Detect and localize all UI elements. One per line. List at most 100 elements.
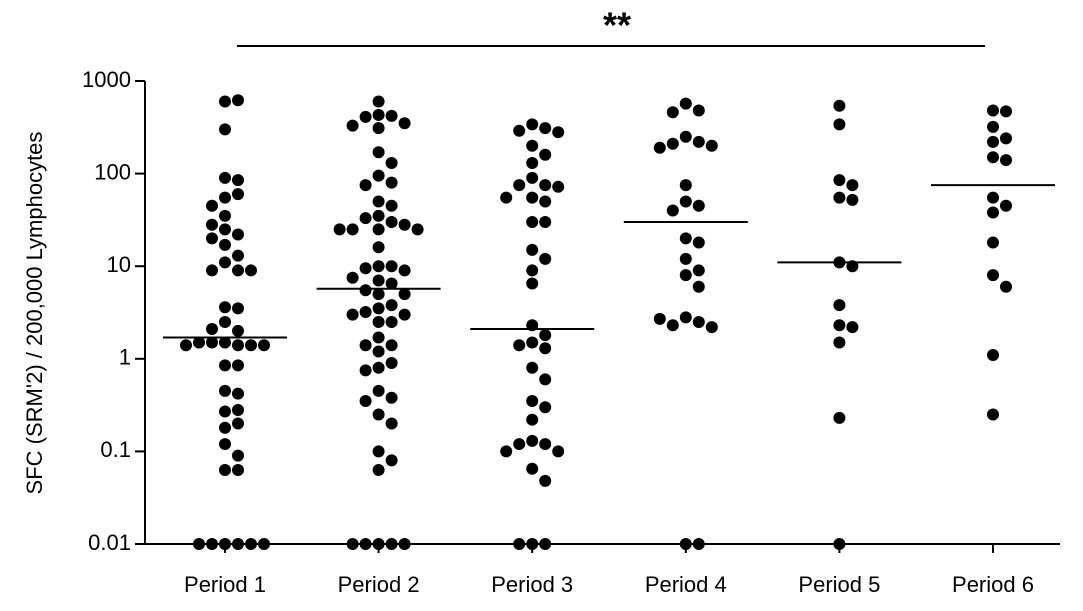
data-point [539, 329, 552, 342]
data-point [232, 94, 244, 107]
data-point [359, 538, 372, 550]
data-point [833, 191, 846, 204]
data-point [987, 408, 999, 421]
data-point [359, 212, 372, 225]
data-point [359, 364, 372, 377]
data-point [987, 269, 999, 282]
data-point [552, 126, 565, 139]
data-point [526, 336, 539, 349]
data-point [833, 99, 846, 112]
data-point [526, 434, 539, 447]
data-point [232, 359, 244, 372]
data-point [526, 139, 539, 152]
data-point [359, 262, 372, 275]
data-point [539, 252, 552, 265]
data-point [692, 104, 705, 117]
data-point [679, 538, 692, 550]
data-point [206, 232, 218, 245]
data-point [398, 288, 411, 301]
data-point [372, 361, 385, 374]
data-point [539, 342, 552, 355]
data-point [385, 454, 398, 467]
data-point [552, 445, 565, 458]
x-tick-label: Period 1 [184, 572, 266, 597]
data-point [359, 179, 372, 192]
data-point [385, 260, 398, 273]
data-point [372, 209, 385, 222]
data-point [219, 191, 231, 204]
data-point [193, 336, 205, 349]
data-point [372, 288, 385, 301]
data-point [232, 264, 244, 277]
data-point [206, 336, 218, 349]
data-point [526, 462, 539, 475]
data-point [232, 228, 244, 241]
data-point [987, 135, 999, 148]
data-point [513, 124, 526, 137]
data-point [346, 223, 359, 236]
data-point [692, 538, 705, 550]
data-point [1000, 132, 1012, 145]
data-point [206, 538, 218, 550]
data-point [398, 117, 411, 130]
data-point [219, 538, 231, 550]
data-point [385, 216, 398, 229]
data-point [987, 120, 999, 133]
data-point [219, 209, 231, 222]
y-tick-label: 0.1 [100, 437, 131, 462]
data-point [526, 395, 539, 408]
data-point [846, 179, 859, 192]
data-point [232, 302, 244, 315]
data-point [372, 463, 385, 476]
data-point [513, 179, 526, 192]
data-point [526, 264, 539, 277]
y-tick-label: 1 [119, 345, 131, 370]
data-point [987, 236, 999, 249]
data-point [398, 308, 411, 321]
data-point [372, 241, 385, 254]
data-point [372, 108, 385, 121]
data-point [692, 236, 705, 249]
data-point [219, 315, 231, 328]
data-point [679, 130, 692, 143]
data-point [411, 223, 424, 236]
data-point [372, 384, 385, 397]
data-point [346, 538, 359, 550]
data-point [846, 193, 859, 206]
data-point [666, 106, 679, 119]
data-point [232, 463, 244, 476]
data-point [987, 191, 999, 204]
data-point [833, 174, 846, 187]
data-point [219, 438, 231, 451]
data-point [359, 110, 372, 123]
y-tick-label: 0.01 [88, 530, 131, 555]
data-point [258, 339, 270, 352]
data-point [219, 238, 231, 251]
data-point [679, 252, 692, 265]
data-point [846, 321, 859, 334]
data-point [372, 146, 385, 159]
data-point [372, 315, 385, 328]
data-point [385, 339, 398, 352]
data-point [692, 264, 705, 277]
data-point [987, 104, 999, 117]
data-point [219, 384, 231, 397]
data-point [526, 118, 539, 131]
data-point [333, 223, 346, 236]
data-point [526, 243, 539, 256]
data-point [679, 269, 692, 282]
data-point [372, 169, 385, 182]
data-point [372, 302, 385, 315]
data-point [219, 359, 231, 372]
data-point [385, 315, 398, 328]
data-point [232, 403, 244, 416]
data-point [526, 157, 539, 170]
data-point [987, 348, 999, 361]
data-point [232, 449, 244, 462]
data-point [385, 357, 398, 370]
data-point [206, 322, 218, 335]
data-point [372, 538, 385, 550]
data-point [385, 199, 398, 212]
x-tick-label: Period 2 [338, 572, 420, 597]
